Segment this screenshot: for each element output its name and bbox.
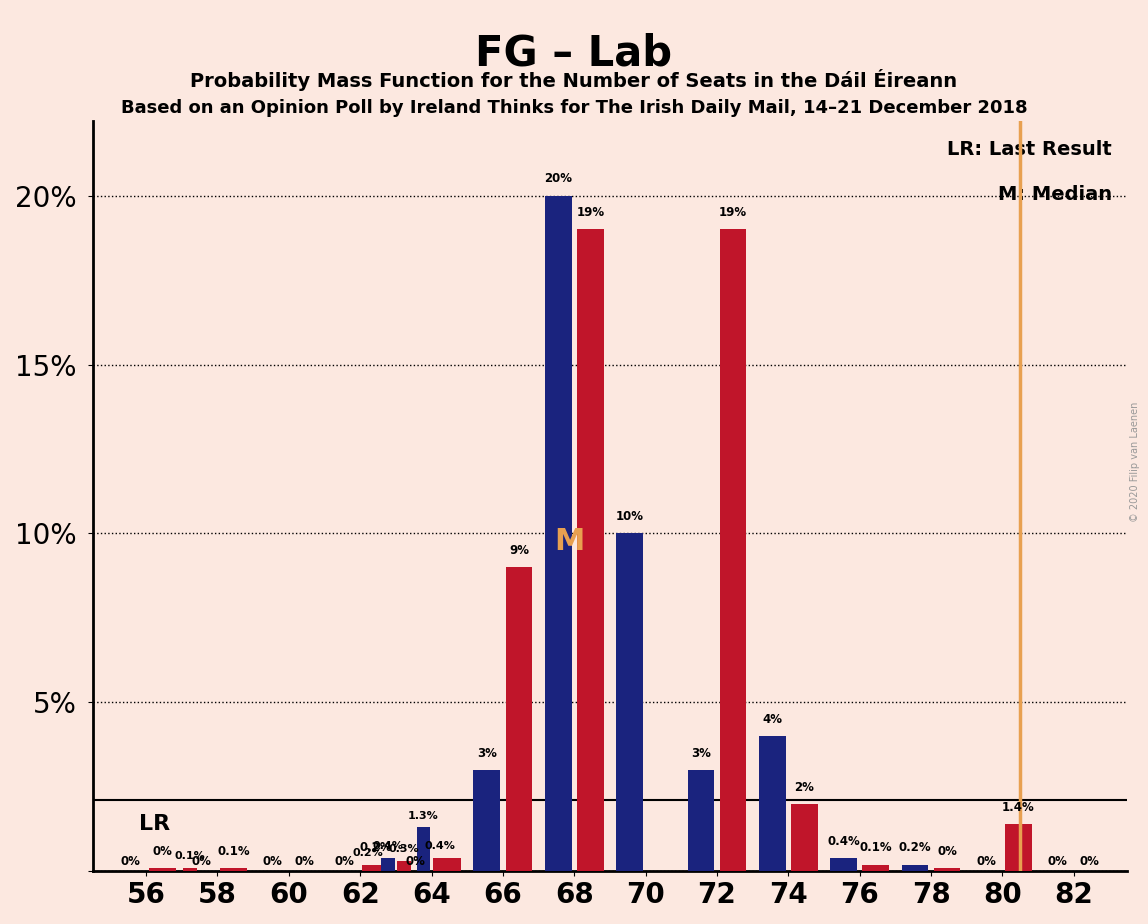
- Text: 0.1%: 0.1%: [217, 845, 250, 857]
- Bar: [862, 865, 889, 871]
- Bar: [434, 857, 461, 871]
- Text: 0%: 0%: [1048, 855, 1068, 868]
- Bar: [577, 229, 604, 871]
- Text: M: M: [554, 528, 585, 556]
- Bar: [545, 196, 572, 871]
- Bar: [791, 804, 817, 871]
- Bar: [220, 868, 247, 871]
- Text: 4%: 4%: [762, 713, 782, 726]
- Text: 0%: 0%: [153, 845, 172, 857]
- Text: 0%: 0%: [121, 855, 140, 868]
- Bar: [397, 861, 411, 871]
- Bar: [505, 567, 533, 871]
- Text: 0%: 0%: [405, 855, 426, 868]
- Text: 1.3%: 1.3%: [409, 810, 439, 821]
- Text: 0%: 0%: [977, 855, 996, 868]
- Text: © 2020 Filip van Laenen: © 2020 Filip van Laenen: [1130, 402, 1140, 522]
- Text: FG – Lab: FG – Lab: [475, 32, 673, 74]
- Text: 10%: 10%: [615, 510, 644, 523]
- Text: 0%: 0%: [295, 855, 315, 868]
- Text: 0.4%: 0.4%: [424, 841, 455, 851]
- Text: 3%: 3%: [476, 747, 497, 760]
- Text: 3%: 3%: [691, 747, 711, 760]
- Text: 0%: 0%: [192, 855, 211, 868]
- Bar: [363, 865, 389, 871]
- Bar: [433, 857, 447, 871]
- Text: 0.2%: 0.2%: [899, 842, 931, 855]
- Bar: [473, 770, 501, 871]
- Text: 0.2%: 0.2%: [360, 842, 393, 855]
- Text: 2%: 2%: [794, 781, 814, 794]
- Text: 1.4%: 1.4%: [1002, 801, 1034, 814]
- Text: 9%: 9%: [509, 544, 529, 557]
- Text: 19%: 19%: [719, 206, 747, 219]
- Bar: [616, 533, 643, 871]
- Text: Probability Mass Function for the Number of Seats in the Dáil Éireann: Probability Mass Function for the Number…: [191, 69, 957, 91]
- Bar: [149, 868, 176, 871]
- Bar: [720, 229, 746, 871]
- Bar: [184, 868, 196, 871]
- Text: LR: Last Result: LR: Last Result: [947, 140, 1111, 159]
- Bar: [901, 865, 929, 871]
- Text: M: Median: M: Median: [998, 185, 1111, 204]
- Text: 0.4%: 0.4%: [372, 841, 403, 851]
- Text: 0.4%: 0.4%: [828, 834, 860, 847]
- Bar: [417, 827, 430, 871]
- Text: 0.3%: 0.3%: [388, 845, 419, 855]
- Text: 0.1%: 0.1%: [860, 842, 892, 855]
- Bar: [933, 868, 961, 871]
- Text: 0.1%: 0.1%: [174, 851, 205, 861]
- Bar: [381, 857, 395, 871]
- Text: 0%: 0%: [937, 845, 957, 857]
- Bar: [362, 865, 375, 871]
- Text: Based on an Opinion Poll by Ireland Thinks for The Irish Daily Mail, 14–21 Decem: Based on an Opinion Poll by Ireland Thin…: [121, 99, 1027, 116]
- Bar: [759, 736, 785, 871]
- Text: 0%: 0%: [263, 855, 282, 868]
- Text: 20%: 20%: [544, 173, 572, 186]
- Text: LR: LR: [139, 814, 170, 833]
- Text: 0%: 0%: [334, 855, 354, 868]
- Text: 0%: 0%: [1080, 855, 1100, 868]
- Text: 19%: 19%: [576, 206, 604, 219]
- Bar: [830, 857, 858, 871]
- Text: 0.2%: 0.2%: [352, 847, 383, 857]
- Bar: [688, 770, 714, 871]
- Bar: [1004, 824, 1032, 871]
